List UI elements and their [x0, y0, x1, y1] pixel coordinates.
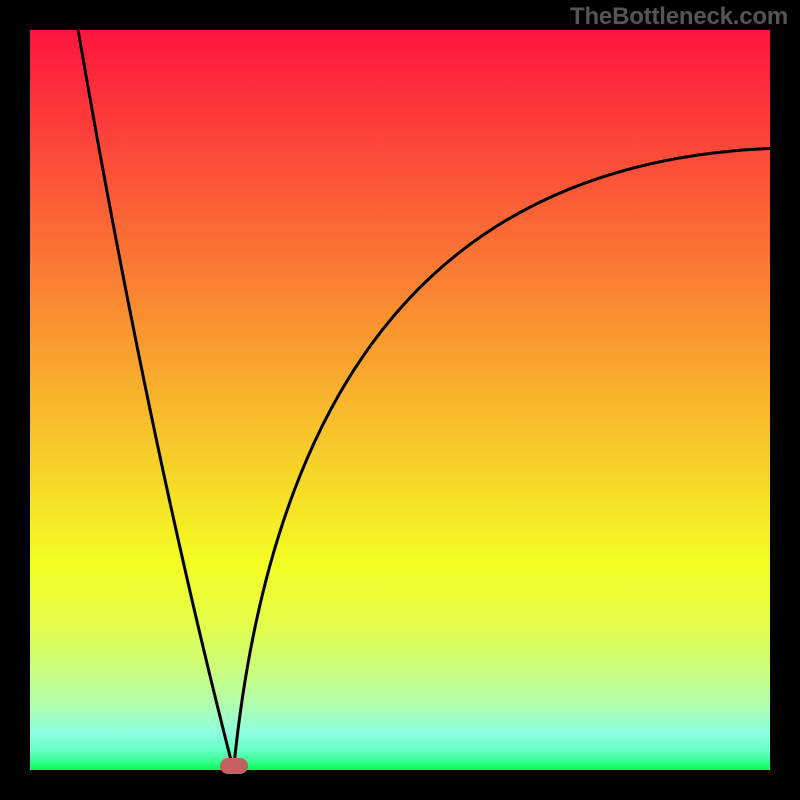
- chart-frame: TheBottleneck.com: [0, 0, 800, 800]
- minimum-marker: [220, 758, 248, 774]
- plot-area: [30, 30, 770, 770]
- bottleneck-curve: [30, 30, 770, 770]
- watermark-text: TheBottleneck.com: [570, 3, 788, 31]
